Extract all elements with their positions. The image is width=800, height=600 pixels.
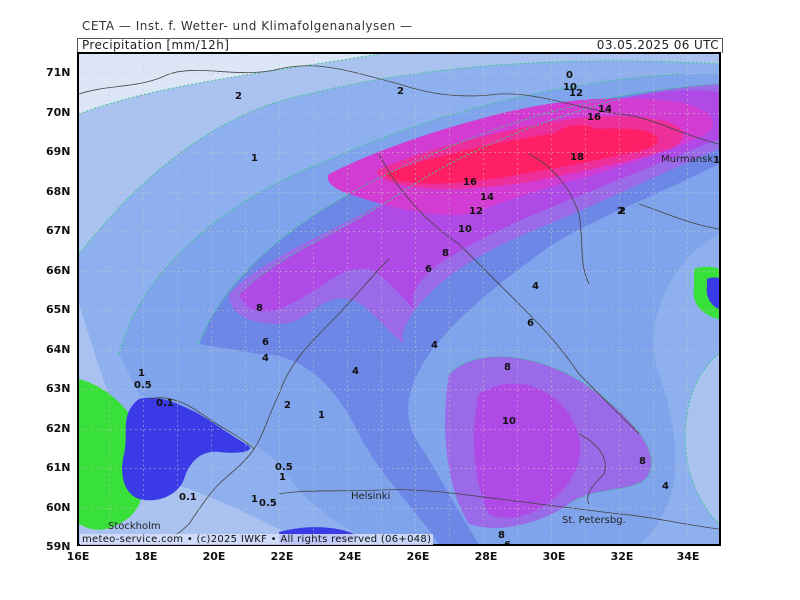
contour-label: 0 <box>566 70 573 81</box>
contour-label: 18 <box>570 152 584 163</box>
map-canvas: 2 2 1 0 2 10 12 14 16 18 16 14 12 10 8 6… <box>79 54 719 544</box>
lon-label: 34E <box>676 550 700 563</box>
contour-label: 0.1 <box>156 398 174 409</box>
lat-label: 69N <box>46 145 71 158</box>
lat-label: 70N <box>46 106 71 119</box>
contour-label: 16 <box>463 177 477 188</box>
lat-label: 61N <box>46 461 71 474</box>
contour-label: 0.5 <box>259 498 277 509</box>
contour-label: 0.1 <box>179 492 197 503</box>
contour-label: 2 <box>284 400 291 411</box>
lon-label: 28E <box>474 550 498 563</box>
lat-label: 63N <box>46 382 71 395</box>
contour-label: 0.5 <box>134 380 152 391</box>
lon-label: 20E <box>202 550 226 563</box>
contour-label: 0.5 <box>275 462 293 473</box>
city-label-stpetersburg: St. Petersbg. <box>562 515 626 526</box>
contour-label: 2 <box>397 86 404 97</box>
precipitation-map: 2 2 1 0 2 10 12 14 16 18 16 14 12 10 8 6… <box>77 52 721 546</box>
contour-label: 2 <box>619 206 626 217</box>
lat-label: 71N <box>46 66 71 79</box>
contour-label: 10 <box>502 416 516 427</box>
lat-label: 68N <box>46 185 71 198</box>
lat-lon-grid <box>79 54 719 544</box>
contour-label: 4 <box>662 481 669 492</box>
contour-label: 8 <box>498 530 505 541</box>
contour-label: 6 <box>527 318 534 329</box>
contour-label: 10 <box>563 82 577 93</box>
lon-label: 26E <box>406 550 430 563</box>
city-label-helsinki: Helsinki <box>351 491 390 502</box>
lon-label: 32E <box>610 550 634 563</box>
contour-label: 14 <box>480 192 494 203</box>
contour-label: 1 <box>713 155 719 166</box>
city-label-murmansk: Murmansk <box>661 154 713 165</box>
contour-label: 12 <box>469 206 483 217</box>
lat-label: 67N <box>46 224 71 237</box>
lat-label: 60N <box>46 501 71 514</box>
city-label-stockholm: Stockholm <box>108 521 161 532</box>
parameter-label: Precipitation [mm/12h] <box>82 38 230 52</box>
contour-label: 1 <box>251 494 258 505</box>
contour-label: 1 <box>251 153 258 164</box>
contour-label: 14 <box>598 104 612 115</box>
copyright-credit: meteo-service.com • (c)2025 IWKF • All r… <box>80 534 434 545</box>
chart-header-title: CETA — Inst. f. Wetter- und Klimafolgena… <box>82 19 413 33</box>
contour-label: 1 <box>138 368 145 379</box>
chart-subheader: Precipitation [mm/12h] 03.05.2025 06 UTC <box>77 38 723 53</box>
contour-label: 4 <box>532 281 539 292</box>
lon-label: 22E <box>270 550 294 563</box>
lat-label: 65N <box>46 303 71 316</box>
contour-label: 1 <box>318 410 325 421</box>
lat-label: 59N <box>46 540 71 553</box>
valid-time-label: 03.05.2025 06 UTC <box>596 38 719 52</box>
contour-label: 8 <box>504 362 511 373</box>
contour-label: 8 <box>256 303 263 314</box>
contour-label: 8 <box>442 248 449 259</box>
contour-label: 4 <box>431 340 438 351</box>
lat-label: 66N <box>46 264 71 277</box>
contour-label: 10 <box>458 224 472 235</box>
contour-label: 1 <box>279 472 286 483</box>
lon-label: 16E <box>66 550 90 563</box>
contour-label: 6 <box>425 264 432 275</box>
contour-label: 16 <box>587 112 601 123</box>
contour-label: 4 <box>262 353 269 364</box>
contour-label: 2 <box>617 206 624 217</box>
lon-label: 30E <box>542 550 566 563</box>
lat-label: 62N <box>46 422 71 435</box>
contour-label: 4 <box>352 366 359 377</box>
lat-label: 64N <box>46 343 71 356</box>
contour-label: 6 <box>262 337 269 348</box>
contour-label: 6 <box>504 540 511 544</box>
contour-label: 8 <box>639 456 646 467</box>
lon-label: 18E <box>134 550 158 563</box>
contour-label: 12 <box>569 88 583 99</box>
lon-label: 24E <box>338 550 362 563</box>
contour-label: 2 <box>235 91 242 102</box>
